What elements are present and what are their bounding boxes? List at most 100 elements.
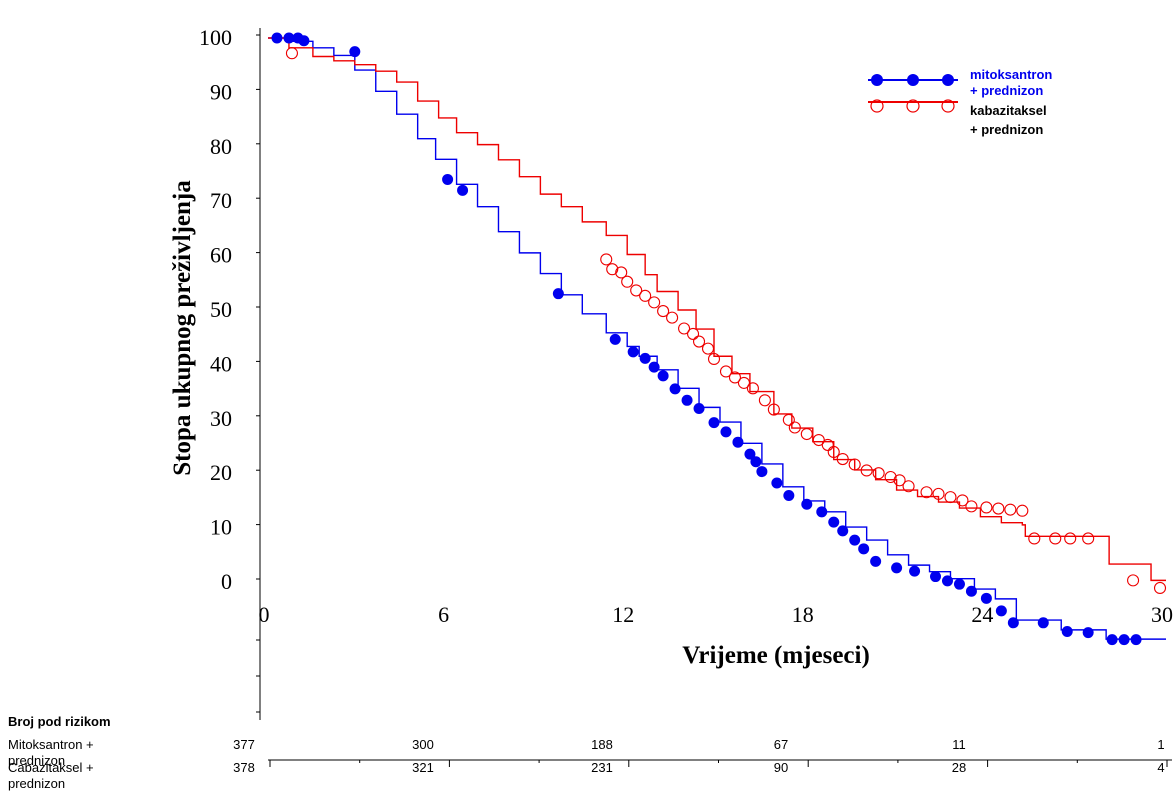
data-point-kabazitaksel (692, 335, 706, 348)
legend-label-mitoksantron-2: + prednizon (970, 83, 1043, 98)
risk-value: 1 (1157, 737, 1164, 752)
y-tick-label: 40 (210, 351, 232, 376)
risk-value: 188 (591, 737, 613, 752)
data-point-mitoksantron (801, 498, 813, 510)
data-point-kabazitaksel (687, 327, 700, 340)
risk-row-label-cabazitaksel-2: prednizon (8, 776, 65, 791)
y-tick-label: 10 (210, 515, 232, 540)
data-point-kabazitaksel (884, 470, 897, 484)
data-point-kabazitaksel (1153, 581, 1167, 595)
x-tick-label: 6 (438, 602, 449, 627)
data-point-mitoksantron (442, 173, 454, 185)
risk-value: 28 (952, 760, 966, 775)
data-point-mitoksantron (980, 592, 992, 604)
data-point-mitoksantron (783, 490, 795, 502)
data-point-kabazitaksel (701, 342, 715, 355)
legend-label-kabazitaksel-2: + prednizon (970, 122, 1043, 137)
risk-value: 321 (412, 760, 434, 775)
y-tick-label: 0 (221, 569, 232, 594)
legend-marker-mitoksantron (942, 74, 954, 86)
y-tick-label: 20 (210, 460, 232, 485)
data-point-kabazitaksel (285, 47, 298, 60)
y-tick-label: 100 (199, 25, 232, 50)
data-point-kabazitaksel (666, 311, 679, 324)
data-point-mitoksantron (837, 525, 849, 537)
risk-value: 300 (412, 737, 434, 752)
data-point-mitoksantron (627, 346, 639, 358)
data-point-kabazitaksel (657, 305, 670, 318)
data-point-kabazitaksel (992, 502, 1005, 515)
data-point-mitoksantron (965, 585, 977, 597)
data-point-kabazitaksel (758, 394, 771, 407)
data-point-kabazitaksel (920, 486, 933, 499)
data-point-mitoksantron (720, 426, 732, 438)
data-point-mitoksantron (744, 448, 756, 460)
data-point-mitoksantron (771, 477, 783, 489)
chart-legend: mitoksantron + prednizon kabazitaksel + … (868, 67, 1052, 137)
risk-value: 231 (591, 760, 613, 775)
series-marker-group (271, 32, 1167, 646)
data-point-mitoksantron (271, 32, 283, 44)
data-point-kabazitaksel (821, 438, 834, 451)
data-point-kabazitaksel (1127, 574, 1140, 587)
y-tick-label: 80 (210, 134, 232, 159)
data-point-mitoksantron (732, 436, 744, 448)
data-point-mitoksantron (828, 516, 840, 528)
risk-row-label-mitoksantron-2: prednizon (8, 753, 65, 768)
data-point-kabazitaksel (606, 263, 619, 276)
data-point-mitoksantron (1082, 627, 1094, 639)
y-tick-group: 0 10 20 30 40 50 60 70 80 90 100 (199, 25, 260, 713)
data-point-mitoksantron (708, 417, 720, 429)
data-point-kabazitaksel (800, 427, 813, 441)
data-point-mitoksantron (995, 605, 1007, 617)
data-point-kabazitaksel (1064, 532, 1077, 545)
data-point-mitoksantron (858, 543, 870, 555)
data-point-mitoksantron (941, 575, 953, 587)
data-point-mitoksantron (756, 466, 768, 478)
data-point-kabazitaksel (872, 467, 885, 480)
data-point-mitoksantron (609, 333, 621, 345)
y-tick-label: 90 (210, 79, 232, 104)
risk-value: 377 (233, 737, 255, 752)
legend-marker-kabazitaksel (941, 99, 955, 113)
data-point-kabazitaksel (1004, 503, 1017, 516)
legend-marker-mitoksantron (871, 74, 883, 86)
y-tick-label: 70 (210, 188, 232, 213)
data-point-mitoksantron (457, 184, 469, 196)
x-tick-group: 0 6 12 18 24 30 (259, 602, 1174, 627)
legend-marker-kabazitaksel (906, 99, 920, 113)
data-point-kabazitaksel (746, 382, 759, 395)
y-tick-label: 50 (210, 297, 232, 322)
data-point-kabazitaksel (630, 284, 643, 297)
data-point-kabazitaksel (902, 480, 915, 493)
data-point-kabazitaksel (848, 458, 861, 471)
legend-marker-mitoksantron (907, 74, 919, 86)
x-tick-label: 30 (1151, 602, 1173, 627)
y-axis-title: Stopa ukupnog preživljenja (169, 180, 196, 476)
y-tick-label: 60 (210, 243, 232, 268)
data-point-kabazitaksel (893, 474, 906, 487)
data-point-mitoksantron (909, 565, 921, 577)
data-point-kabazitaksel (944, 491, 957, 504)
data-point-mitoksantron (552, 288, 564, 300)
data-point-kabazitaksel (1049, 532, 1062, 545)
data-point-mitoksantron (953, 578, 965, 590)
risk-value: 378 (233, 760, 255, 775)
data-point-kabazitaksel (1016, 504, 1029, 517)
data-point-kabazitaksel (860, 464, 873, 477)
risk-value: 90 (774, 760, 788, 775)
data-point-kabazitaksel (728, 371, 742, 384)
data-point-mitoksantron (669, 383, 681, 395)
series-line-kabazitaksel (268, 37, 1166, 582)
data-point-kabazitaksel (678, 322, 691, 335)
y-tick-label: 30 (210, 406, 232, 431)
risk-row-label-mitoksantron: Mitoksantron + (8, 737, 94, 752)
data-point-mitoksantron (648, 361, 660, 373)
data-point-mitoksantron (1007, 617, 1019, 629)
data-point-kabazitaksel (827, 445, 840, 459)
data-point-kabazitaksel (767, 403, 780, 416)
data-point-mitoksantron (1130, 634, 1142, 646)
data-point-mitoksantron (870, 555, 882, 567)
legend-marker-kabazitaksel (870, 99, 884, 113)
